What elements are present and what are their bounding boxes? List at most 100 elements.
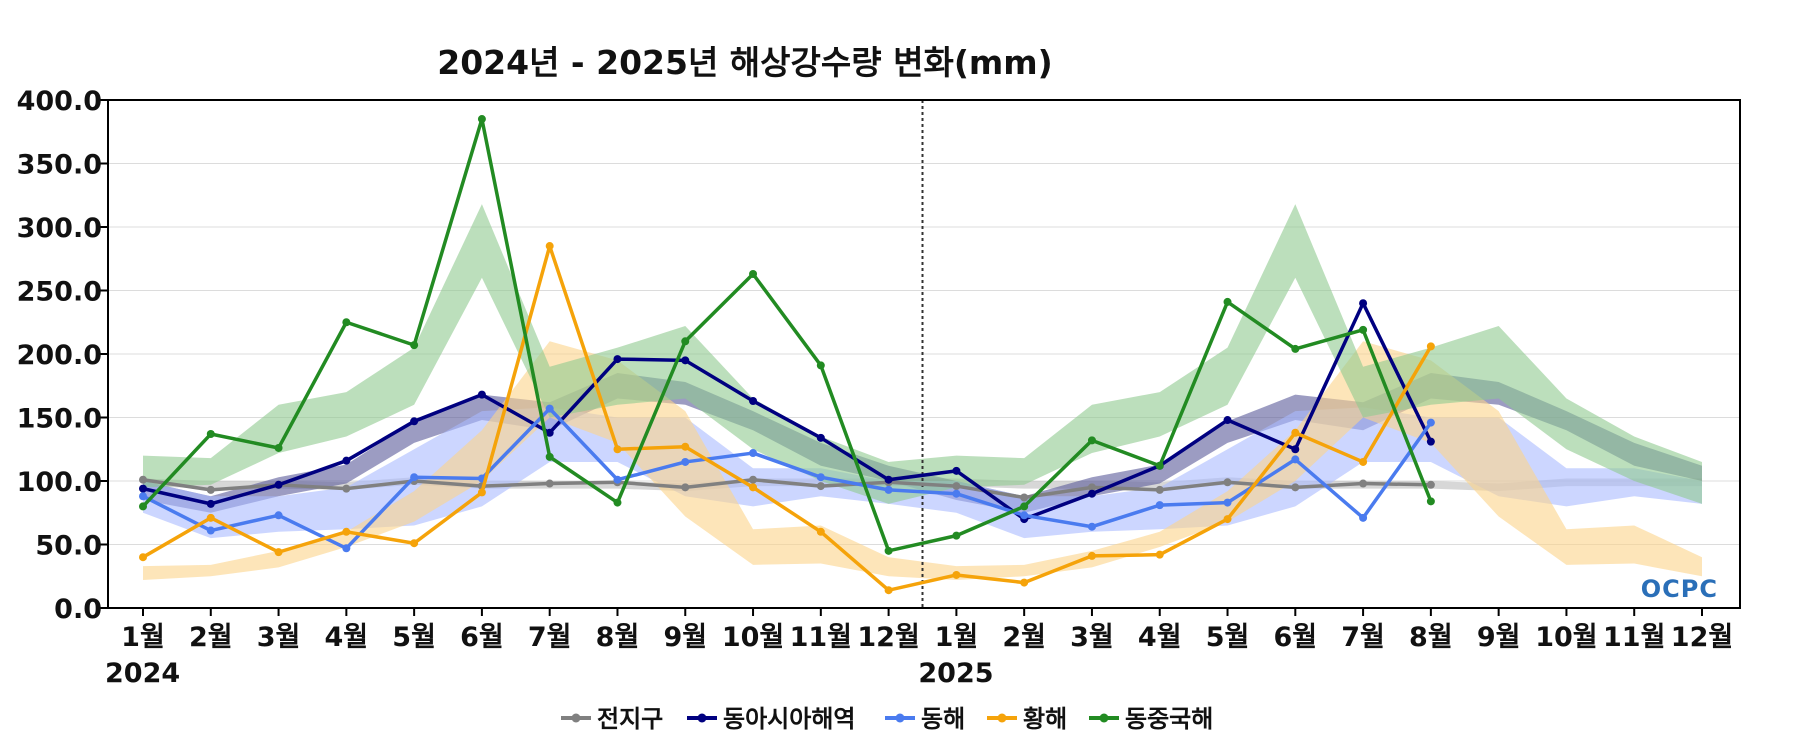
data-point xyxy=(274,511,283,520)
data-point xyxy=(1291,445,1300,454)
legend-marker xyxy=(697,713,707,723)
data-point xyxy=(139,484,147,493)
data-point xyxy=(1155,550,1164,559)
series-동중국해 xyxy=(139,115,1435,555)
legend-label: 황해 xyxy=(1023,705,1067,733)
y-tick-label: 100.0 xyxy=(17,467,102,498)
legend-marker xyxy=(997,713,1007,723)
data-point xyxy=(1087,522,1096,531)
series-line xyxy=(141,117,1433,553)
data-point xyxy=(952,531,961,540)
legend-marker xyxy=(571,713,581,723)
legend-label: 전지구 xyxy=(597,705,663,733)
x-tick-label: 4월 xyxy=(1138,622,1182,653)
data-point xyxy=(342,544,351,553)
data-point xyxy=(1020,493,1029,502)
legend-label: 동중국해 xyxy=(1125,705,1213,733)
x-axis: 1월 2월 3월 4월 5월 6월 7월 8월 9월 10월 11월 12월 1월 2월 3월 4월 5월 6월 7… xyxy=(105,608,1733,689)
x-tick-label: 9월 xyxy=(663,622,707,653)
series-line xyxy=(142,406,1433,551)
data-point xyxy=(206,430,215,439)
data-point xyxy=(613,445,622,454)
x-tick-label: 6월 xyxy=(460,622,504,653)
data-point xyxy=(749,483,758,492)
data-point xyxy=(1223,416,1232,425)
data-point xyxy=(816,361,825,370)
x-tick-label: 4월 xyxy=(325,622,369,653)
x-tick-label: 9월 xyxy=(1477,622,1521,653)
data-point xyxy=(410,417,419,426)
data-point xyxy=(681,457,690,466)
series-lines xyxy=(139,115,1435,595)
x-tick-label: 8월 xyxy=(596,622,640,653)
data-point xyxy=(1291,344,1300,353)
data-point xyxy=(274,443,283,452)
data-point xyxy=(1087,483,1096,492)
x-tick-label: 10월 xyxy=(722,622,784,653)
x-tick-label: 5월 xyxy=(1206,622,1250,653)
x-tick-label: 7월 xyxy=(1341,622,1385,653)
data-point xyxy=(1223,498,1232,507)
legend-item: 황해 xyxy=(987,705,1067,733)
ocpc-logo-text: OCPC xyxy=(1641,575,1718,603)
data-point xyxy=(681,442,690,451)
x-tick-label: 3월 xyxy=(257,622,301,653)
data-point xyxy=(477,115,486,124)
data-point xyxy=(1426,342,1435,351)
y-tick-label: 300.0 xyxy=(17,213,102,244)
x-tick-label: 3월 xyxy=(1070,622,1114,653)
data-point xyxy=(274,480,283,489)
data-point xyxy=(206,526,215,535)
data-point xyxy=(1291,428,1300,437)
data-point xyxy=(139,502,147,511)
data-point xyxy=(1426,418,1435,427)
data-point xyxy=(613,475,622,484)
data-point xyxy=(1087,489,1096,498)
data-point xyxy=(816,433,825,442)
data-point xyxy=(274,548,283,557)
data-point xyxy=(1223,297,1232,306)
data-point xyxy=(1087,551,1096,560)
data-point xyxy=(1020,502,1029,511)
x-tick-label: 8월 xyxy=(1409,622,1453,653)
data-point xyxy=(545,242,554,251)
band-동중국해 xyxy=(143,204,1702,504)
y-tick-label: 50.0 xyxy=(35,531,102,562)
data-point xyxy=(342,484,351,493)
year-label: 2025 xyxy=(918,658,993,689)
data-point xyxy=(545,452,554,461)
chart-title: 2024년 - 2025년 해상강수량 변화(mm) xyxy=(437,43,1053,82)
data-point xyxy=(410,341,419,350)
data-point xyxy=(681,483,690,492)
data-point xyxy=(816,527,825,536)
data-point xyxy=(1223,478,1232,487)
legend-label: 동아시아해역 xyxy=(723,705,855,733)
data-point xyxy=(816,473,825,482)
x-tick-label: 7월 xyxy=(528,622,572,653)
data-point xyxy=(1426,480,1435,489)
data-point xyxy=(477,390,486,399)
data-point xyxy=(1155,485,1164,494)
data-point xyxy=(952,466,961,475)
data-point xyxy=(1426,437,1435,446)
legend-label: 동해 xyxy=(921,705,965,733)
range-bands xyxy=(143,204,1702,581)
data-point xyxy=(410,473,419,482)
data-point xyxy=(206,513,215,522)
data-point xyxy=(884,546,893,555)
data-point xyxy=(1291,483,1300,492)
data-point xyxy=(681,356,690,365)
legend-marker xyxy=(1099,713,1109,723)
x-tick-label: 12월 xyxy=(857,622,919,653)
y-tick-label: 350.0 xyxy=(17,150,102,181)
data-point xyxy=(545,428,554,437)
data-point xyxy=(884,586,893,595)
data-point xyxy=(1359,479,1368,488)
data-point xyxy=(1359,299,1368,308)
data-point xyxy=(952,570,961,579)
data-point xyxy=(952,482,961,491)
data-point xyxy=(613,355,622,364)
data-point xyxy=(613,498,622,507)
x-tick-label: 1월 xyxy=(121,622,165,653)
